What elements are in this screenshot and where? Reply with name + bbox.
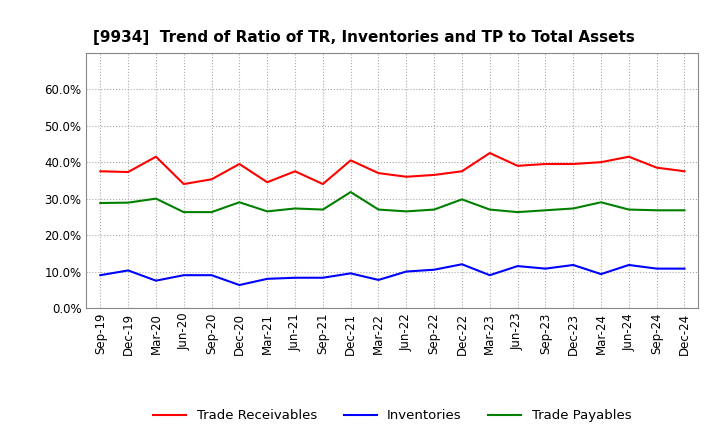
Trade Payables [263,209,271,214]
Trade Receivables [624,154,633,159]
Trade Payables [541,208,550,213]
Trade Payables [513,209,522,215]
Inventories [96,272,104,278]
Inventories [652,266,661,271]
Inventories [430,267,438,272]
Trade Receivables [513,163,522,169]
Trade Receivables [124,169,132,175]
Trade Payables [430,207,438,212]
Line: Trade Payables: Trade Payables [100,192,685,212]
Trade Payables [235,200,243,205]
Trade Payables [346,190,355,195]
Trade Receivables [430,172,438,178]
Inventories [374,277,383,282]
Trade Payables [485,207,494,212]
Legend: Trade Receivables, Inventories, Trade Payables: Trade Receivables, Inventories, Trade Pa… [148,404,636,428]
Text: [9934]  Trend of Ratio of TR, Inventories and TP to Total Assets: [9934] Trend of Ratio of TR, Inventories… [92,29,634,45]
Inventories [569,262,577,268]
Trade Payables [291,206,300,211]
Trade Receivables [235,161,243,167]
Trade Payables [680,208,689,213]
Trade Payables [652,208,661,213]
Trade Receivables [597,160,606,165]
Trade Receivables [485,150,494,156]
Line: Trade Receivables: Trade Receivables [100,153,685,184]
Trade Receivables [458,169,467,174]
Trade Payables [124,200,132,205]
Trade Payables [96,200,104,205]
Inventories [402,269,410,274]
Inventories [680,266,689,271]
Inventories [291,275,300,280]
Trade Payables [402,209,410,214]
Trade Payables [597,200,606,205]
Inventories [152,278,161,283]
Inventories [318,275,327,280]
Trade Receivables [680,169,689,174]
Trade Receivables [402,174,410,180]
Trade Receivables [179,181,188,187]
Trade Receivables [318,181,327,187]
Inventories [624,262,633,268]
Inventories [541,266,550,271]
Inventories [346,271,355,276]
Inventories [179,272,188,278]
Trade Receivables [541,161,550,167]
Trade Payables [624,207,633,212]
Inventories [263,276,271,282]
Trade Payables [374,207,383,212]
Trade Receivables [346,158,355,163]
Trade Payables [152,196,161,201]
Trade Receivables [652,165,661,170]
Trade Payables [458,197,467,202]
Inventories [207,272,216,278]
Line: Inventories: Inventories [100,264,685,285]
Trade Payables [569,206,577,211]
Trade Payables [179,209,188,215]
Trade Receivables [374,170,383,176]
Inventories [124,268,132,273]
Inventories [597,271,606,277]
Trade Receivables [207,177,216,182]
Inventories [513,264,522,269]
Inventories [485,272,494,278]
Trade Receivables [263,180,271,185]
Inventories [235,282,243,288]
Trade Receivables [569,161,577,167]
Trade Payables [207,209,216,215]
Trade Payables [318,207,327,212]
Trade Receivables [96,169,104,174]
Inventories [458,262,467,267]
Trade Receivables [291,169,300,174]
Trade Receivables [152,154,161,159]
